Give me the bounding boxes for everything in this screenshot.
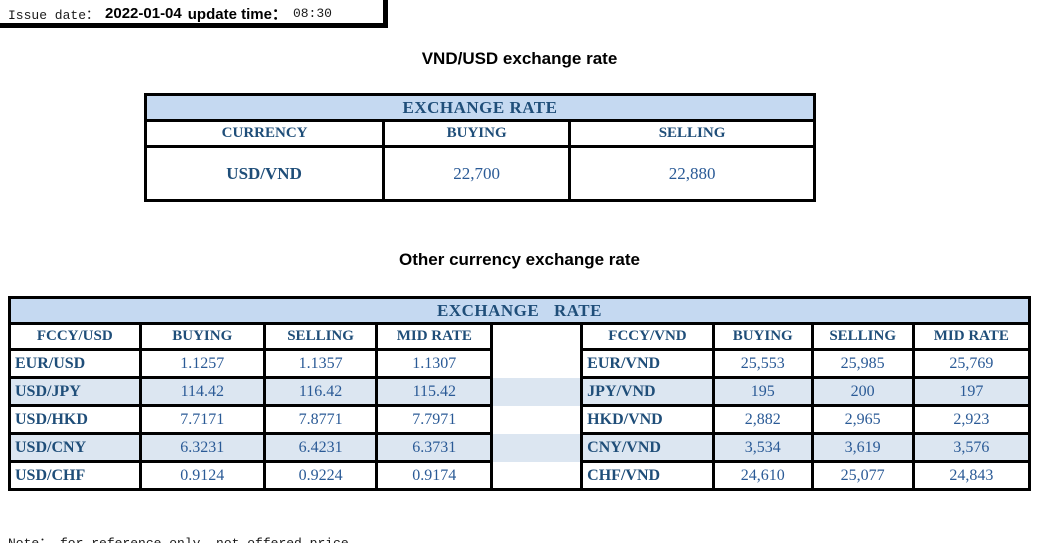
mid-rate-cell: 115.42 (375, 376, 494, 407)
selling-rate-cell: 22,880 (568, 145, 816, 202)
column-header-selling: SELLING (568, 119, 816, 148)
buying-rate-cell: 25,553 (711, 348, 814, 379)
selling-rate-cell: 7.8771 (262, 404, 379, 435)
column-header-buying-left: BUYING (138, 322, 266, 351)
buying-rate-cell: 6.3231 (138, 432, 266, 463)
mid-rate-cell: 6.3731 (375, 432, 494, 463)
table-row: USD/CHF 0.9124 0.9224 0.9174 CHF/VND 24,… (8, 460, 1032, 491)
currency-pair-cell: USD/CNY (8, 432, 142, 463)
issue-date-bar: Issue date： 2022-01-04 update time： 08:3… (0, 0, 388, 28)
currency-pair-cell: USD/HKD (8, 404, 142, 435)
table-banner-row: EXCHANGE RATE (8, 296, 1031, 325)
mid-rate-cell: 24,843 (911, 460, 1032, 491)
table-banner-row: EXCHANGE RATE (144, 93, 816, 122)
other-currency-section-title: Other currency exchange rate (399, 250, 640, 269)
vnd-usd-section-title: VND/USD exchange rate (421, 49, 618, 68)
column-header-buying: BUYING (382, 119, 572, 148)
column-header-midrate-left: MID RATE (375, 322, 494, 351)
column-header-fccy-usd: FCCY/USD (8, 322, 142, 351)
column-header-currency: CURRENCY (143, 119, 386, 148)
mid-rate-cell: 0.9174 (375, 460, 494, 491)
currency-pair-cell: HKD/VND (580, 404, 715, 435)
mid-rate-cell: 1.1307 (375, 348, 494, 379)
column-header-selling-left: SELLING (262, 322, 379, 351)
table-row: USD/CNY 6.3231 6.4231 6.3731 CNY/VND 3,5… (8, 432, 1032, 463)
selling-rate-cell: 2,965 (810, 404, 915, 435)
selling-rate-cell: 25,077 (810, 460, 915, 491)
mid-rate-cell: 197 (911, 376, 1032, 407)
spacer-column (490, 349, 584, 378)
spacer-column (490, 323, 584, 350)
other-rates-table: EXCHANGE RATE FCCY/USD BUYING SELLING MI… (8, 296, 1032, 491)
table-row: EUR/USD 1.1257 1.1357 1.1307 EUR/VND 25,… (8, 348, 1032, 379)
currency-pair-cell: EUR/VND (580, 348, 715, 379)
column-header-fccy-vnd: FCCY/VND (580, 322, 715, 351)
selling-rate-cell: 6.4231 (262, 432, 379, 463)
buying-rate-cell: 0.9124 (138, 460, 266, 491)
mid-rate-cell: 2,923 (911, 404, 1032, 435)
table-header-row: FCCY/USD BUYING SELLING MID RATE FCCY/VN… (8, 322, 1032, 351)
selling-rate-cell: 25,985 (810, 348, 915, 379)
column-header-midrate-right: MID RATE (911, 322, 1032, 351)
buying-rate-cell: 195 (711, 376, 814, 407)
table-header-row: CURRENCY BUYING SELLING (143, 119, 816, 148)
currency-pair-cell: CNY/VND (580, 432, 715, 463)
buying-rate-cell: 3,534 (711, 432, 814, 463)
spacer-column (490, 377, 584, 406)
buying-rate-cell: 22,700 (382, 145, 572, 202)
column-header-selling-right: SELLING (810, 322, 915, 351)
mid-rate-cell: 7.7971 (375, 404, 494, 435)
reference-note: Note： for reference only, not offered pr… (8, 532, 1039, 543)
vnd-usd-rate-table: EXCHANGE RATE CURRENCY BUYING SELLING US… (143, 93, 816, 202)
table-row: USD/JPY 114.42 116.42 115.42 JPY/VND 195… (8, 376, 1032, 407)
mid-rate-cell: 25,769 (911, 348, 1032, 379)
currency-pair-cell: USD/JPY (8, 376, 142, 407)
exchange-rate-banner: EXCHANGE RATE (144, 93, 816, 122)
buying-rate-cell: 2,882 (711, 404, 814, 435)
selling-rate-cell: 0.9224 (262, 460, 379, 491)
spacer-column (490, 433, 584, 462)
buying-rate-cell: 7.7171 (138, 404, 266, 435)
currency-pair-cell: JPY/VND (580, 376, 715, 407)
update-time-label: update time： (187, 5, 287, 23)
currency-pair-cell: CHF/VND (580, 460, 715, 491)
selling-rate-cell: 3,619 (810, 432, 915, 463)
table-row: USD/VND 22,700 22,880 (143, 145, 816, 202)
update-time-value: 08:30 (292, 5, 332, 21)
spacer-column (490, 405, 584, 434)
selling-rate-cell: 200 (810, 376, 915, 407)
buying-rate-cell: 1.1257 (138, 348, 266, 379)
mid-rate-cell: 3,576 (911, 432, 1032, 463)
selling-rate-cell: 116.42 (262, 376, 379, 407)
table-row: USD/HKD 7.7171 7.8771 7.7971 HKD/VND 2,8… (8, 404, 1032, 435)
currency-pair-cell: EUR/USD (8, 348, 142, 379)
buying-rate-cell: 24,610 (711, 460, 814, 491)
selling-rate-cell: 1.1357 (262, 348, 379, 379)
buying-rate-cell: 114.42 (138, 376, 266, 407)
issue-date-label: Issue date： (8, 7, 100, 23)
spacer-column (490, 461, 584, 490)
column-header-buying-right: BUYING (711, 322, 814, 351)
issue-date-value: 2022-01-04 (105, 4, 182, 22)
currency-pair-cell: USD/CHF (8, 460, 142, 491)
currency-pair-cell: USD/VND (143, 145, 386, 202)
exchange-rate-banner: EXCHANGE RATE (8, 296, 1031, 325)
